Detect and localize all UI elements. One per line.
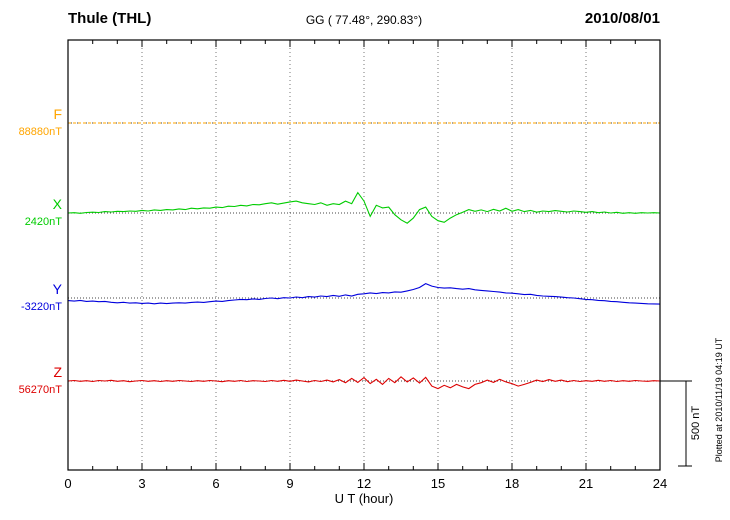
svg-text:18: 18 [505,476,519,491]
svg-text:0: 0 [64,476,71,491]
svg-text:9: 9 [286,476,293,491]
svg-text:6: 6 [212,476,219,491]
svg-text:21: 21 [579,476,593,491]
component-label-x: X [52,196,62,212]
station-title: Thule (THL) [68,10,152,27]
geographic-coordinates: GG ( 77.48°, 290.83°) [305,13,423,27]
component-label-f: F [53,106,62,122]
svg-text:15: 15 [431,476,445,491]
component-label-y: Y [52,281,62,297]
baseline-value-x: 2420nT [24,216,62,228]
plotted-at-timestamp: Plotted at 2010/11/19 04:19 UT [714,337,724,463]
baseline-value-f: 88880nT [18,126,62,138]
baseline-value-y: -3220nT [21,301,62,313]
component-label-z: Z [53,364,62,380]
scale-bar-label: 500 nT [690,405,702,441]
svg-text:3: 3 [138,476,145,491]
svg-text:12: 12 [357,476,371,491]
svg-text:24: 24 [653,476,667,491]
x-axis-label: U T (hour) [334,491,394,506]
baseline-value-z: 56270nT [18,384,62,396]
plot-date: 2010/08/01 [584,10,660,27]
